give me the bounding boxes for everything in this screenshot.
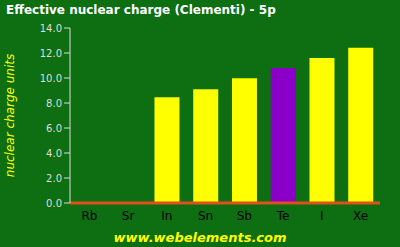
svg-text:6.0: 6.0	[46, 123, 62, 134]
svg-text:0.0: 0.0	[46, 198, 62, 209]
svg-text:14.0: 14.0	[40, 23, 62, 34]
svg-text:I: I	[320, 209, 324, 223]
svg-text:10.0: 10.0	[40, 73, 62, 84]
svg-text:12.0: 12.0	[40, 48, 62, 59]
html-text:Effective nuclear charge (Clem: Effective nuclear charge (Clementi) - 5p	[6, 3, 276, 17]
html-text:www.webelements.com: www.webelements.com	[113, 230, 287, 245]
svg-text:Xe: Xe	[353, 209, 368, 223]
svg-text:Sr: Sr	[122, 209, 135, 223]
svg-text:nuclear charge units: nuclear charge units	[8, 54, 17, 177]
svg-text:8.0: 8.0	[46, 98, 62, 109]
svg-text:4.0: 4.0	[46, 148, 62, 159]
svg-text:Sb: Sb	[237, 209, 252, 223]
svg-text:Te: Te	[276, 209, 290, 223]
svg-text:In: In	[161, 209, 172, 223]
svg-text:Sn: Sn	[198, 209, 213, 223]
svg-text:2.0: 2.0	[46, 173, 62, 184]
svg-text:Rb: Rb	[81, 209, 97, 223]
